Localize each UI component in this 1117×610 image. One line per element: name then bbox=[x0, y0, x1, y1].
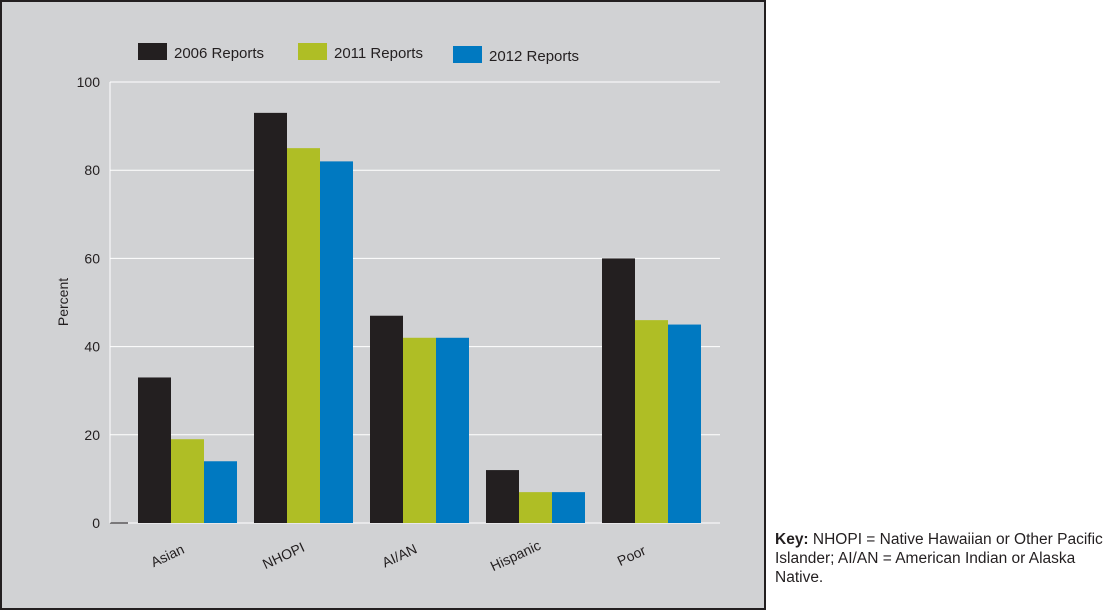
key-label: Key: bbox=[775, 531, 809, 548]
x-tick-label-hispanic: Hispanic bbox=[488, 537, 543, 574]
legend-label-3: 2012 Reports bbox=[489, 48, 579, 65]
bar-ai-an-3 bbox=[436, 337, 469, 523]
bar-nhopi-3 bbox=[320, 161, 353, 523]
legend-swatch-2 bbox=[298, 43, 327, 60]
bar-asian-3 bbox=[204, 461, 237, 523]
x-tick-label-asian: Asian bbox=[148, 541, 187, 570]
legend-swatch-3 bbox=[453, 46, 482, 63]
bar-asian-1 bbox=[138, 377, 171, 523]
legend-label-1: 2006 Reports bbox=[174, 45, 264, 62]
key-text: NHOPI = Native Hawaiian or Other Pacific… bbox=[775, 531, 1103, 586]
y-tick-label-40: 40 bbox=[84, 339, 100, 355]
bar-nhopi-1 bbox=[254, 112, 287, 524]
legend-label-2: 2011 Reports bbox=[334, 45, 423, 62]
y-tick-label-0: 0 bbox=[92, 515, 100, 531]
bar-ai-an-2 bbox=[403, 337, 436, 523]
bar-ai-an-1 bbox=[370, 315, 403, 523]
bar-chart: 0 20 40 60 80 100 Percent Asian NHOPI AI/AN Hispan… bbox=[55, 43, 720, 574]
bar-hispanic-1 bbox=[486, 470, 519, 523]
bar-hispanic-3 bbox=[552, 492, 585, 523]
bar-asian-2 bbox=[171, 439, 204, 523]
y-tick-label-100: 100 bbox=[77, 74, 101, 90]
key-note: Key: NHOPI = Native Hawaiian or Other Pa… bbox=[775, 530, 1115, 587]
x-tick-label-poor: Poor bbox=[615, 542, 649, 569]
bar-hispanic-2 bbox=[519, 492, 552, 523]
legend-swatch-1 bbox=[138, 43, 167, 60]
bar-poor-2 bbox=[635, 320, 668, 523]
bar-poor-1 bbox=[602, 258, 635, 523]
y-axis-title: Percent bbox=[55, 278, 71, 326]
bar-nhopi-2 bbox=[287, 148, 320, 523]
x-tick-label-nhopi: NHOPI bbox=[260, 539, 307, 572]
bar-poor-3 bbox=[668, 324, 701, 523]
x-tick-label-ai-an: AI/AN bbox=[379, 540, 419, 570]
y-tick-label-60: 60 bbox=[84, 250, 100, 266]
y-tick-label-80: 80 bbox=[84, 162, 100, 178]
y-tick-label-20: 20 bbox=[84, 427, 100, 443]
